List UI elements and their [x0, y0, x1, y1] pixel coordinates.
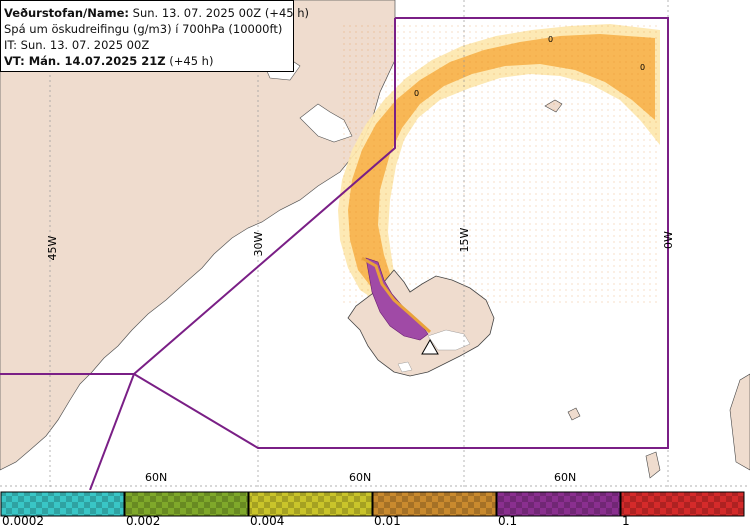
scandinavia-land: [729, 373, 750, 471]
ash-core-orange-rim: [361, 256, 432, 334]
glacier-small: [397, 361, 413, 373]
vatnajokull-ice: [427, 329, 471, 351]
ash-plume-texture: [340, 24, 660, 304]
info-source-label: Veðurstofan/Name:: [4, 6, 129, 20]
advisory-boundaries: [0, 17, 669, 490]
contour-label: 0: [640, 63, 645, 72]
legend-swatch-pattern: [497, 492, 620, 516]
lat-label-60n: 60N: [349, 471, 371, 484]
info-valid-time: VT: Mán. 14.07.2025 21Z: [4, 54, 166, 68]
info-line-1: Veðurstofan/Name: Sun. 13. 07. 2025 00Z …: [4, 5, 309, 21]
volcano-icon: [421, 338, 439, 355]
contour-label: 0: [414, 89, 419, 98]
lon-label-0w: 0W: [662, 231, 675, 249]
color-legend: [0, 491, 745, 517]
legend-tick-label: 0.0002: [2, 514, 44, 528]
legend-swatch-pattern: [373, 492, 496, 516]
legend-tick-label: 0.004: [250, 514, 285, 528]
info-line-3: IT: Sun. 13. 07. 2025 00Z: [4, 38, 150, 52]
legend-tick-label: 1: [622, 514, 630, 528]
faroe-islands: [567, 407, 581, 421]
lat-label-60n: 60N: [554, 471, 576, 484]
map-canvas: 45W 30W 15W 0W 60N 60N 60N 0 0 0: [0, 0, 750, 490]
legend-swatch-pattern: [125, 492, 248, 516]
info-lead-time: (+45 h): [165, 54, 214, 68]
info-issue-time: Sun. 13. 07. 2025 00Z (+45 h): [129, 6, 310, 20]
contour-label: 0: [548, 35, 553, 44]
lon-label-30w: 30W: [252, 231, 265, 256]
legend-swatch-pattern: [249, 492, 372, 516]
legend-tick-label: 0.002: [126, 514, 161, 528]
legend-swatch-pattern: [1, 492, 124, 516]
info-box: Veðurstofan/Name: Sun. 13. 07. 2025 00Z …: [0, 0, 309, 72]
shetland-land: [645, 451, 661, 479]
info-line-4: VT: Mán. 14.07.2025 21Z (+45 h): [4, 53, 290, 69]
lat-label-60n: 60N: [145, 471, 167, 484]
legend-tick-label: 0.01: [374, 514, 401, 528]
legend-swatch-pattern: [621, 492, 744, 516]
info-line-2: Spá um öskudreifingu (g/m3) í 700hPa (10…: [4, 22, 283, 36]
lon-label-15w: 15W: [458, 227, 471, 252]
lon-label-45w: 45W: [46, 235, 59, 260]
legend-tick-label: 0.1: [498, 514, 518, 528]
